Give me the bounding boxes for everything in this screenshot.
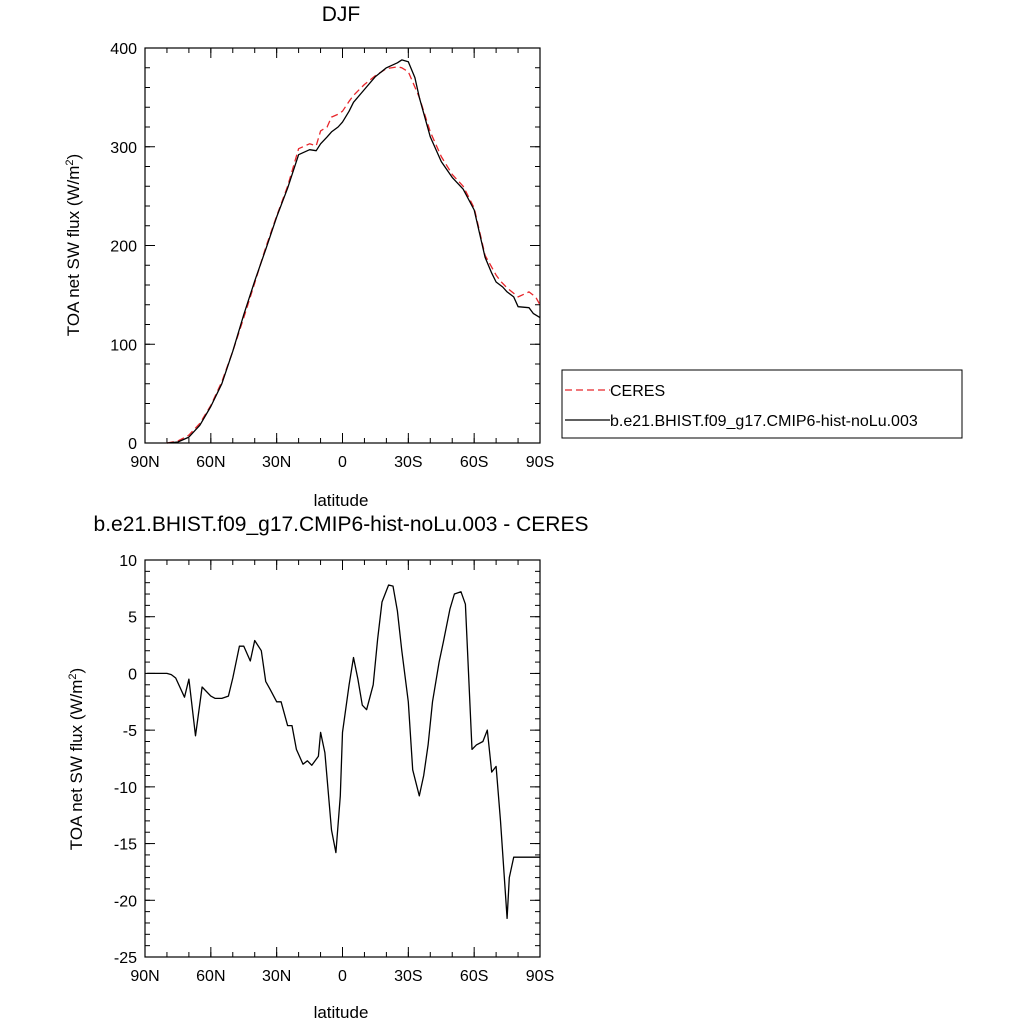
top-y-axis-title: TOA net SW flux (W/m2) <box>64 154 83 336</box>
top-x-axis-title: latitude <box>314 491 369 510</box>
top-y-tick-label: 100 <box>110 337 137 354</box>
bottom-x-tick-label: 30S <box>394 968 422 985</box>
top-y-tick-label: 300 <box>110 140 137 157</box>
top-x-tick-label: 60N <box>196 454 225 471</box>
bottom-y-axis-title-main: TOA net SW flux (W/m <box>67 680 86 851</box>
top-x-tick-label: 90N <box>130 454 159 471</box>
top-y-tick-label: 200 <box>110 239 137 256</box>
top-axes: 90N 60N 30N 0 30S 60S 90S 0 100 200 300 400 <box>110 41 554 471</box>
bottom-y-axis-title: TOA net SW flux (W/m2) <box>67 668 86 850</box>
legend: CERES b.e21.BHIST.f09_g17.CMIP6-hist-noL… <box>561 369 963 439</box>
bottom-x-tick-label: 90S <box>526 968 554 985</box>
bottom-x-tick-label: 60S <box>460 968 488 985</box>
bottom-y-tick-label: 10 <box>119 553 137 570</box>
top-y-tick-label: 400 <box>110 41 137 58</box>
bottom-y-axis-title-close: ) <box>67 668 86 674</box>
legend-box <box>561 369 963 439</box>
top-y-tick-label: 0 <box>128 436 137 453</box>
bottom-y-axis-title-sup: 2 <box>67 673 79 679</box>
bottom-y-tick-label: -10 <box>114 780 137 797</box>
top-x-tick-label: 90S <box>526 454 554 471</box>
bottom-x-tick-label: 30N <box>262 968 291 985</box>
top-plot-frame <box>144 47 541 444</box>
top-chart: DJF 90N 60N 30N 0 30S 60S 90S 0 100 200 300 400 lat… <box>64 3 554 510</box>
top-y-axis-title-close: ) <box>64 154 83 160</box>
bottom-x-tick-label: 90N <box>130 968 159 985</box>
bottom-plot-frame <box>144 559 541 958</box>
top-x-tick-label: 0 <box>338 454 347 471</box>
bottom-chart-title: b.e21.BHIST.f09_g17.CMIP6-hist-noLu.003 … <box>94 513 589 536</box>
bottom-series-line-0 <box>147 584 540 920</box>
bottom-x-tick-label: 0 <box>338 968 347 985</box>
bottom-axes: 90N 60N 30N 0 30S 60S 90S 10 5 0 -5 -10 -15 -20 -25 <box>114 553 554 985</box>
top-series-line-1 <box>166 59 541 444</box>
top-y-axis-title-sup: 2 <box>64 159 76 165</box>
bottom-series-group <box>147 584 540 920</box>
bottom-y-tick-label: -5 <box>123 723 137 740</box>
legend-model-label: b.e21.BHIST.f09_g17.CMIP6-hist-noLu.003 <box>610 413 918 430</box>
legend-ceres-label: CERES <box>610 383 665 400</box>
bottom-y-tick-label: 5 <box>128 610 137 627</box>
bottom-y-tick-label: 0 <box>128 666 137 683</box>
top-series-line-0 <box>166 66 541 444</box>
top-y-axis-title-main: TOA net SW flux (W/m <box>64 166 83 337</box>
top-series-group <box>166 59 541 444</box>
bottom-x-tick-label: 60N <box>196 968 225 985</box>
top-x-tick-label: 30N <box>262 454 291 471</box>
bottom-chart: b.e21.BHIST.f09_g17.CMIP6-hist-noLu.003 … <box>67 513 588 1022</box>
top-x-tick-label: 60S <box>460 454 488 471</box>
bottom-x-axis-title: latitude <box>314 1003 369 1022</box>
bottom-y-tick-label: -20 <box>114 893 137 910</box>
top-chart-title: DJF <box>322 3 361 26</box>
bottom-y-tick-label: -15 <box>114 837 137 854</box>
bottom-y-tick-label: -25 <box>114 950 137 967</box>
top-x-tick-label: 30S <box>394 454 422 471</box>
